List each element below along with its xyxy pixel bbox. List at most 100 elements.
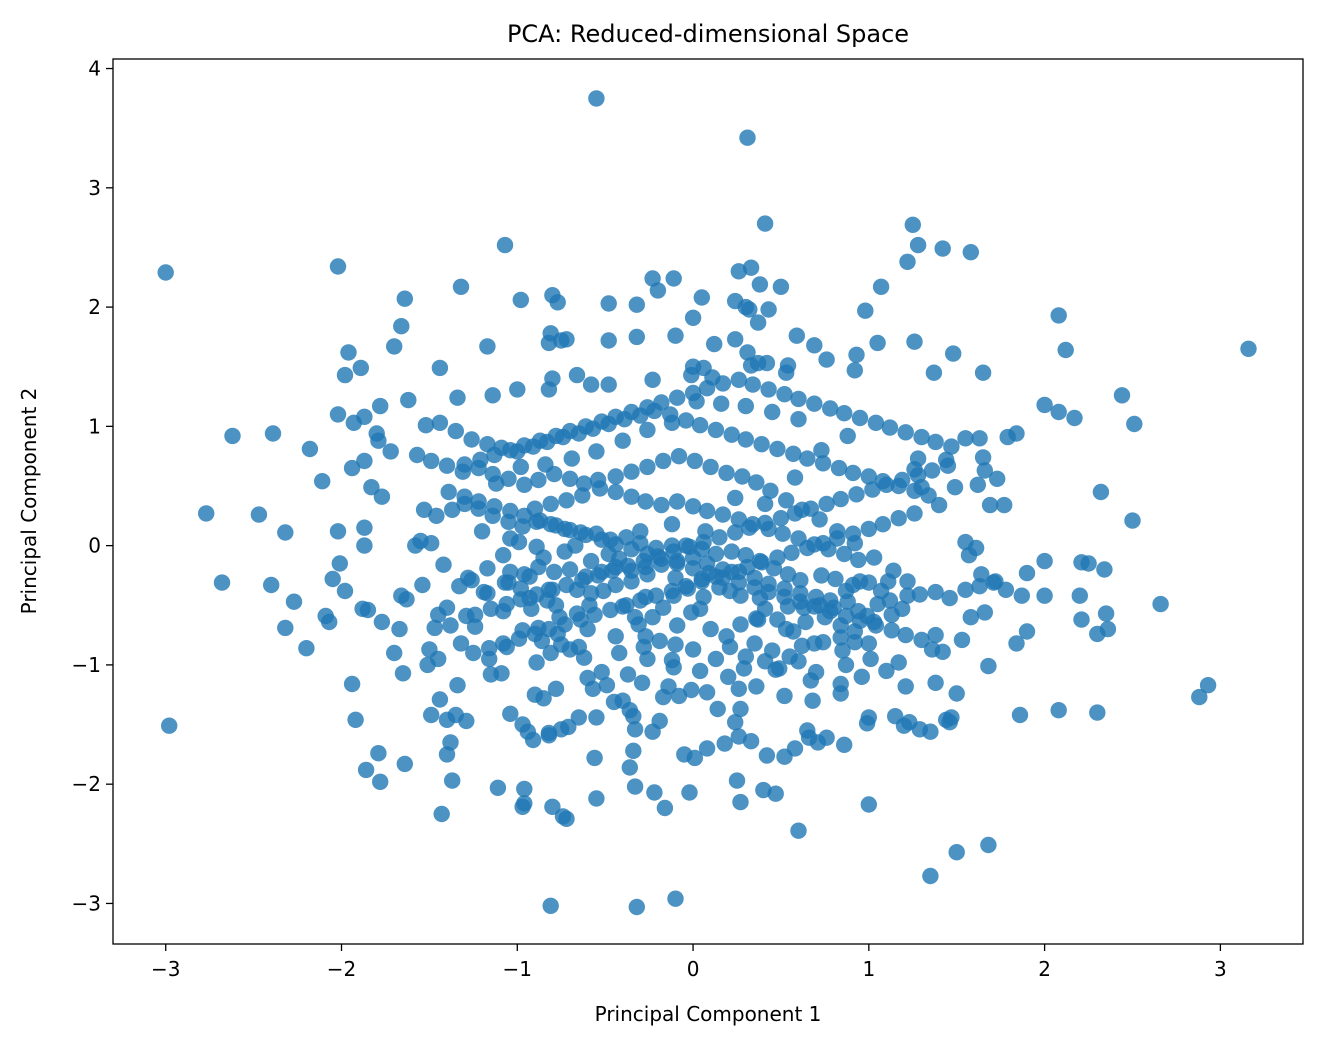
scatter-point xyxy=(1124,512,1141,529)
scatter-point xyxy=(1008,425,1025,442)
scatter-point xyxy=(352,359,369,377)
scatter-point xyxy=(600,332,617,349)
scatter-point xyxy=(913,631,930,649)
scatter-point xyxy=(772,510,790,527)
scatter-point xyxy=(1036,552,1053,570)
scatter-point xyxy=(790,390,807,408)
scatter-point xyxy=(923,462,941,479)
scatter-point xyxy=(1071,587,1089,604)
scatter-point xyxy=(927,626,944,644)
scatter-point xyxy=(760,301,777,318)
scatter-point xyxy=(407,537,424,554)
scatter-point xyxy=(486,446,503,464)
scatter-point xyxy=(714,506,732,523)
scatter-point xyxy=(1011,706,1029,724)
scatter-point xyxy=(728,772,746,789)
scatter-point xyxy=(528,538,545,555)
scatter-point xyxy=(653,496,670,514)
scatter-point xyxy=(844,464,862,482)
scatter-point xyxy=(157,264,174,281)
scatter-point xyxy=(423,706,440,724)
scatter-point xyxy=(359,601,377,619)
scatter-point xyxy=(1097,605,1115,622)
scatter-point xyxy=(869,334,886,352)
scatter-point xyxy=(698,502,716,520)
scatter-point xyxy=(466,606,484,623)
scatter-point xyxy=(431,414,449,431)
scatter-point xyxy=(625,742,642,759)
scatter-point xyxy=(749,314,767,331)
scatter-point xyxy=(486,498,503,515)
scatter-point xyxy=(987,573,1004,590)
scatter-point xyxy=(758,747,776,764)
scatter-point xyxy=(1008,635,1025,652)
scatter-point xyxy=(906,333,923,350)
x-axis: −3 −2 −1 0 1 2 3 xyxy=(151,944,1227,981)
scatter-point xyxy=(558,492,575,509)
scatter-point xyxy=(625,708,642,725)
scatter-point xyxy=(874,516,892,533)
scatter-point xyxy=(909,467,927,484)
scatter-point xyxy=(683,681,700,699)
scatter-point xyxy=(356,408,373,425)
scatter-point xyxy=(656,799,674,817)
scatter-point xyxy=(860,709,877,726)
scatter-point xyxy=(862,650,879,668)
scatter-point xyxy=(899,587,916,604)
scatter-point xyxy=(639,421,656,439)
scatter-point xyxy=(786,740,804,757)
scatter-point xyxy=(301,440,319,458)
scatter-point xyxy=(493,665,510,682)
scatter-point xyxy=(681,784,698,801)
scatter-point xyxy=(1036,587,1053,604)
scatter-point xyxy=(516,476,533,493)
scatter-point xyxy=(667,890,684,907)
scatter-point xyxy=(519,723,536,740)
scatter-point xyxy=(795,599,812,616)
scatter-point xyxy=(764,403,781,421)
scatter-point xyxy=(479,338,496,355)
scatter-point xyxy=(850,551,867,569)
scatter-point xyxy=(393,318,410,335)
scatter-point xyxy=(663,651,681,669)
scatter-point xyxy=(277,619,294,637)
scatter-point xyxy=(663,414,681,431)
scatter-point xyxy=(336,582,354,600)
scatter-point xyxy=(727,331,744,348)
scatter-point xyxy=(438,746,456,763)
scatter-point xyxy=(897,626,914,644)
scatter-point xyxy=(556,543,573,560)
scatter-point xyxy=(778,492,795,509)
scatter-point xyxy=(495,547,512,564)
scatter-point xyxy=(792,572,809,589)
scatter-point xyxy=(913,428,930,446)
scatter-point xyxy=(644,371,661,388)
scatter-point xyxy=(489,779,507,796)
scatter-point xyxy=(588,790,605,807)
scatter-point xyxy=(1050,403,1067,421)
scatter-point xyxy=(980,657,997,675)
scatter-point xyxy=(677,412,695,429)
scatter-point xyxy=(669,555,686,572)
scatter-point xyxy=(623,541,640,558)
y-tick-label: 3 xyxy=(88,176,101,200)
scatter-point xyxy=(822,400,839,417)
scatter-point xyxy=(1191,688,1208,706)
scatter-point xyxy=(161,717,178,734)
scatter-point xyxy=(753,554,770,571)
scatter-point xyxy=(628,296,645,313)
scatter-point xyxy=(561,561,579,578)
scatter-point xyxy=(600,376,617,393)
scatter-point xyxy=(686,452,703,470)
scatter-point xyxy=(628,328,645,346)
scatter-point xyxy=(802,672,819,689)
scatter-point xyxy=(224,427,241,445)
scatter-point xyxy=(911,586,928,603)
x-tick-label: 0 xyxy=(687,957,700,981)
scatter-point xyxy=(635,638,652,656)
scatter-point xyxy=(857,302,874,319)
scatter-point xyxy=(851,573,869,590)
scatter-point xyxy=(1066,409,1083,427)
